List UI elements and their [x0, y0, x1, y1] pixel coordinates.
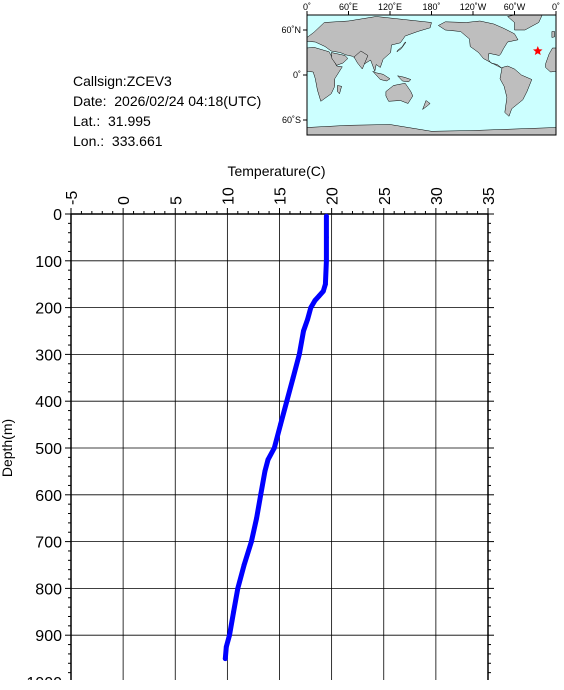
- x-axis-label: Temperature(C): [227, 163, 325, 179]
- temperature-point: [290, 375, 296, 381]
- y-tick-label: 600: [35, 488, 62, 505]
- y-axis-label: Depth(m): [0, 419, 15, 477]
- date-text: Date: 2026/02/24 04:18(UTC): [73, 93, 262, 109]
- temperature-point: [320, 288, 326, 294]
- temperature-point: [265, 457, 271, 463]
- landmass-britain: [551, 31, 555, 38]
- x-tick-label: 20: [325, 187, 342, 205]
- x-tick-label: 15: [273, 187, 290, 205]
- landmass-indonesia: [372, 71, 391, 82]
- y-tick-label: 0: [53, 207, 62, 224]
- lon-text: Lon.: 333.661: [73, 133, 163, 149]
- landmass-new-guinea: [396, 75, 412, 83]
- location-map: 0˚ 60˚E 120˚E 180˚ 120˚W 60˚W 0˚ 60˚N 0˚ 60˚S: [281, 2, 560, 136]
- temperature-point: [271, 445, 277, 451]
- map-lat-label: 60˚N: [281, 25, 301, 35]
- x-tick-label: 25: [377, 187, 394, 205]
- map-lon-label: 0˚: [552, 2, 560, 12]
- landmass-arabia: [330, 52, 349, 66]
- x-tick-label: 35: [481, 187, 498, 205]
- map-lon-label: 0˚: [303, 2, 311, 12]
- temperature-depth-chart: -5 0 5 10 15 20 25 30 35010020030040050060070080…: [0, 163, 498, 680]
- temperature-point: [278, 422, 283, 427]
- y-tick-label: 200: [35, 301, 62, 318]
- map-lat-label: 60˚S: [282, 115, 301, 125]
- temperature-point: [323, 281, 328, 287]
- temperature-point: [308, 305, 314, 310]
- map-lon-label: 120˚E: [378, 2, 402, 12]
- landmass-new-zealand: [422, 100, 431, 110]
- map-lon-label: 60˚E: [339, 2, 358, 12]
- temperature-point: [231, 609, 237, 615]
- landmass-australia: [385, 83, 414, 104]
- y-tick-label: 800: [35, 581, 62, 598]
- temperature-point: [316, 293, 322, 299]
- callsign-text: Callsign:ZCEV3: [73, 73, 172, 89]
- y-tick-label: 1000: [26, 675, 62, 680]
- lat-text: Lat.: 31.995: [73, 113, 151, 129]
- temperature-point: [222, 656, 228, 661]
- temperature-point: [305, 316, 310, 322]
- y-tick-label: 900: [35, 628, 62, 645]
- y-tick-label: 500: [35, 441, 62, 458]
- temperature-profile-line: [222, 213, 329, 662]
- temperature-point: [312, 298, 318, 303]
- landmass-madagascar: [337, 85, 342, 95]
- landmass-japan: [396, 41, 407, 53]
- x-tick-label: 30: [429, 187, 446, 205]
- temperature-point: [258, 492, 264, 498]
- y-tick-label: 300: [35, 347, 62, 364]
- map-lon-label: 180˚: [422, 2, 440, 12]
- temperature-point: [301, 328, 306, 334]
- y-tick-label: 700: [35, 535, 62, 552]
- temperature-point: [227, 632, 232, 638]
- map-lon-label: 120˚W: [460, 2, 487, 12]
- map-lat-label: 0˚: [293, 70, 301, 80]
- temperature-point: [249, 539, 254, 544]
- x-tick-label: 0: [116, 196, 133, 205]
- location-star-icon: [533, 46, 543, 55]
- temperature-point: [223, 644, 229, 650]
- temperature-point: [284, 398, 290, 404]
- temperature-point: [235, 586, 241, 591]
- x-tick-label: 10: [220, 187, 237, 205]
- temperature-point: [324, 258, 329, 264]
- x-tick-label: 5: [168, 196, 185, 205]
- y-tick-label: 400: [35, 394, 62, 411]
- y-tick-label: 100: [35, 254, 62, 271]
- temperature-point: [241, 562, 247, 568]
- landmass-north-america: [437, 20, 519, 69]
- temperature-point: [296, 352, 302, 357]
- temperature-point: [262, 469, 268, 474]
- map-lon-label: 60˚W: [504, 2, 526, 12]
- landmass-europe-asia: [306, 16, 432, 73]
- x-tick-label: -5: [64, 191, 81, 205]
- landmass-south-america: [499, 65, 533, 117]
- temperature-point: [324, 213, 329, 219]
- temperature-point: [324, 235, 329, 240]
- temperature-point: [254, 515, 259, 521]
- landmass-india: [353, 50, 369, 70]
